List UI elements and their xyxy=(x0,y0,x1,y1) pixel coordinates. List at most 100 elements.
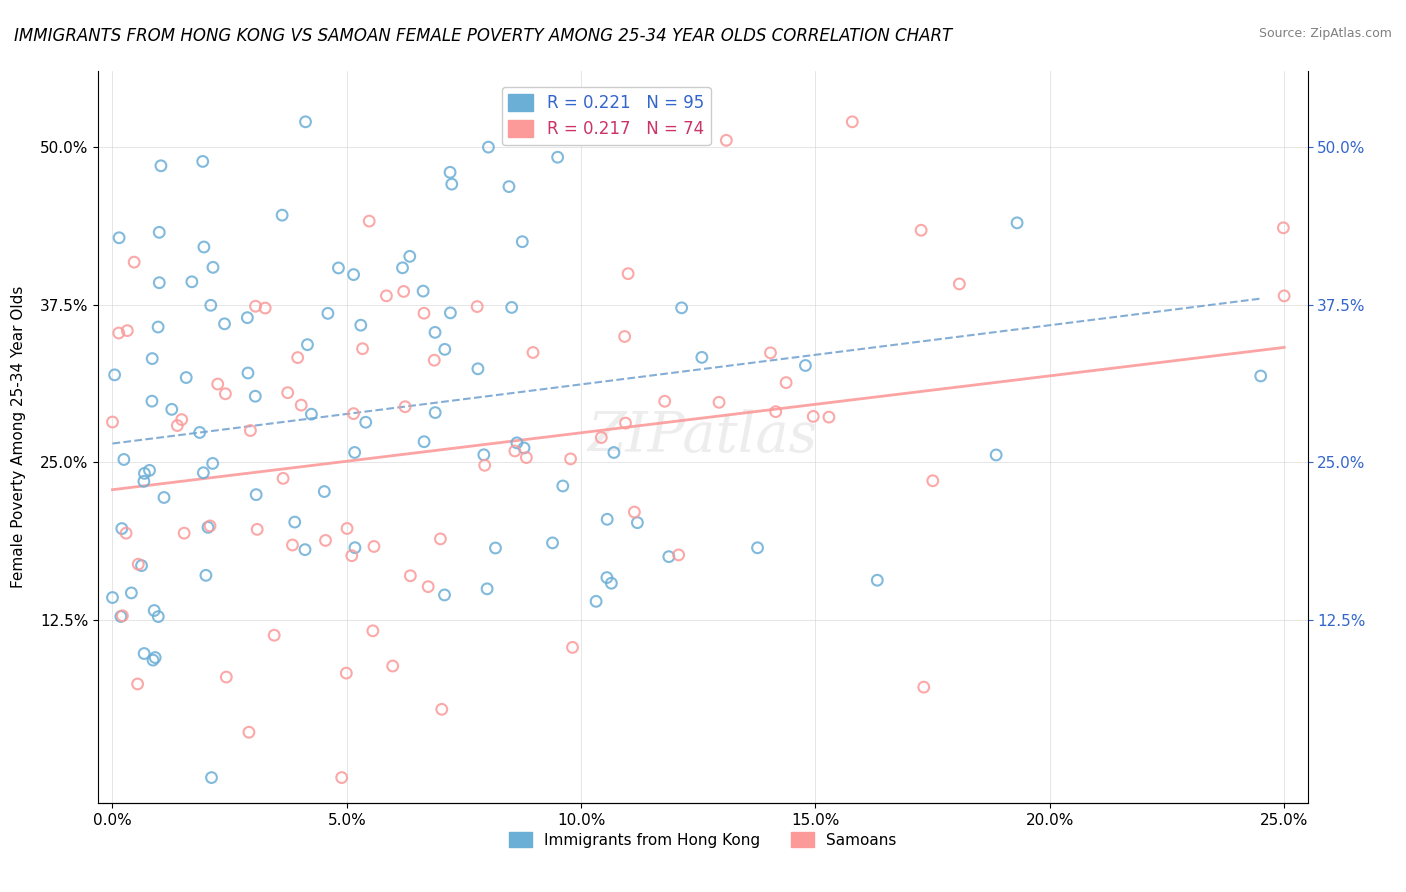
Point xyxy=(986,448,1008,462)
Point xyxy=(361,624,384,638)
Point xyxy=(200,771,222,785)
Point xyxy=(342,268,364,282)
Point xyxy=(271,208,294,222)
Point xyxy=(503,444,526,458)
Point xyxy=(191,154,214,169)
Point xyxy=(413,434,436,449)
Point xyxy=(465,300,488,314)
Point xyxy=(423,353,446,368)
Point xyxy=(433,343,456,357)
Point xyxy=(170,412,193,426)
Point xyxy=(148,609,170,624)
Point xyxy=(1272,289,1295,303)
Point xyxy=(759,346,782,360)
Point xyxy=(131,558,153,573)
Point xyxy=(343,445,366,459)
Point xyxy=(294,542,316,557)
Point xyxy=(201,457,224,471)
Point xyxy=(912,680,935,694)
Point xyxy=(614,416,637,430)
Point xyxy=(207,377,229,392)
Point xyxy=(160,402,183,417)
Point xyxy=(138,463,160,477)
Point xyxy=(200,298,222,312)
Point xyxy=(585,594,607,608)
Point xyxy=(541,536,564,550)
Point xyxy=(690,351,713,365)
Point xyxy=(316,306,339,320)
Point xyxy=(603,445,626,459)
Point xyxy=(433,588,456,602)
Point xyxy=(236,310,259,325)
Point xyxy=(506,435,529,450)
Point xyxy=(1272,220,1295,235)
Point xyxy=(472,448,495,462)
Point xyxy=(245,389,267,403)
Point xyxy=(112,452,135,467)
Point xyxy=(818,410,841,425)
Point xyxy=(561,640,583,655)
Point xyxy=(671,301,693,315)
Point xyxy=(314,484,336,499)
Point xyxy=(801,409,824,424)
Point xyxy=(600,576,623,591)
Point xyxy=(173,526,195,541)
Point xyxy=(245,299,267,313)
Point xyxy=(551,479,574,493)
Point xyxy=(477,140,499,154)
Point xyxy=(498,179,520,194)
Point xyxy=(399,568,422,582)
Point xyxy=(501,301,523,315)
Point xyxy=(794,359,817,373)
Point xyxy=(328,260,350,275)
Point xyxy=(238,725,260,739)
Point xyxy=(668,548,690,562)
Point xyxy=(440,177,463,191)
Point xyxy=(716,133,738,147)
Point xyxy=(281,538,304,552)
Point xyxy=(115,526,138,541)
Point xyxy=(142,653,165,667)
Point xyxy=(765,404,787,418)
Point xyxy=(290,398,312,412)
Point xyxy=(143,603,166,617)
Point xyxy=(921,474,943,488)
Point xyxy=(197,520,219,534)
Point xyxy=(117,324,139,338)
Point xyxy=(108,231,131,245)
Point xyxy=(141,351,163,366)
Point xyxy=(194,568,217,582)
Point xyxy=(134,467,156,481)
Point xyxy=(596,571,619,585)
Point xyxy=(866,573,889,587)
Point xyxy=(596,512,619,526)
Point xyxy=(111,608,134,623)
Point xyxy=(277,385,299,400)
Point xyxy=(391,260,413,275)
Point xyxy=(381,659,404,673)
Point xyxy=(413,306,436,320)
Point xyxy=(239,424,262,438)
Point xyxy=(188,425,211,440)
Point xyxy=(394,400,416,414)
Point xyxy=(153,491,176,505)
Point xyxy=(430,702,453,716)
Point xyxy=(174,370,197,384)
Point xyxy=(375,289,398,303)
Point xyxy=(775,376,797,390)
Point xyxy=(352,342,374,356)
Point xyxy=(134,647,156,661)
Point xyxy=(214,386,236,401)
Point xyxy=(330,771,353,785)
Point xyxy=(363,540,385,554)
Point xyxy=(522,345,544,359)
Point xyxy=(201,260,224,275)
Point xyxy=(412,284,434,298)
Text: ZIPatlas: ZIPatlas xyxy=(588,409,818,465)
Point xyxy=(623,505,645,519)
Point xyxy=(510,235,533,249)
Point xyxy=(343,541,366,555)
Point xyxy=(101,415,124,429)
Point xyxy=(215,670,238,684)
Point xyxy=(613,329,636,343)
